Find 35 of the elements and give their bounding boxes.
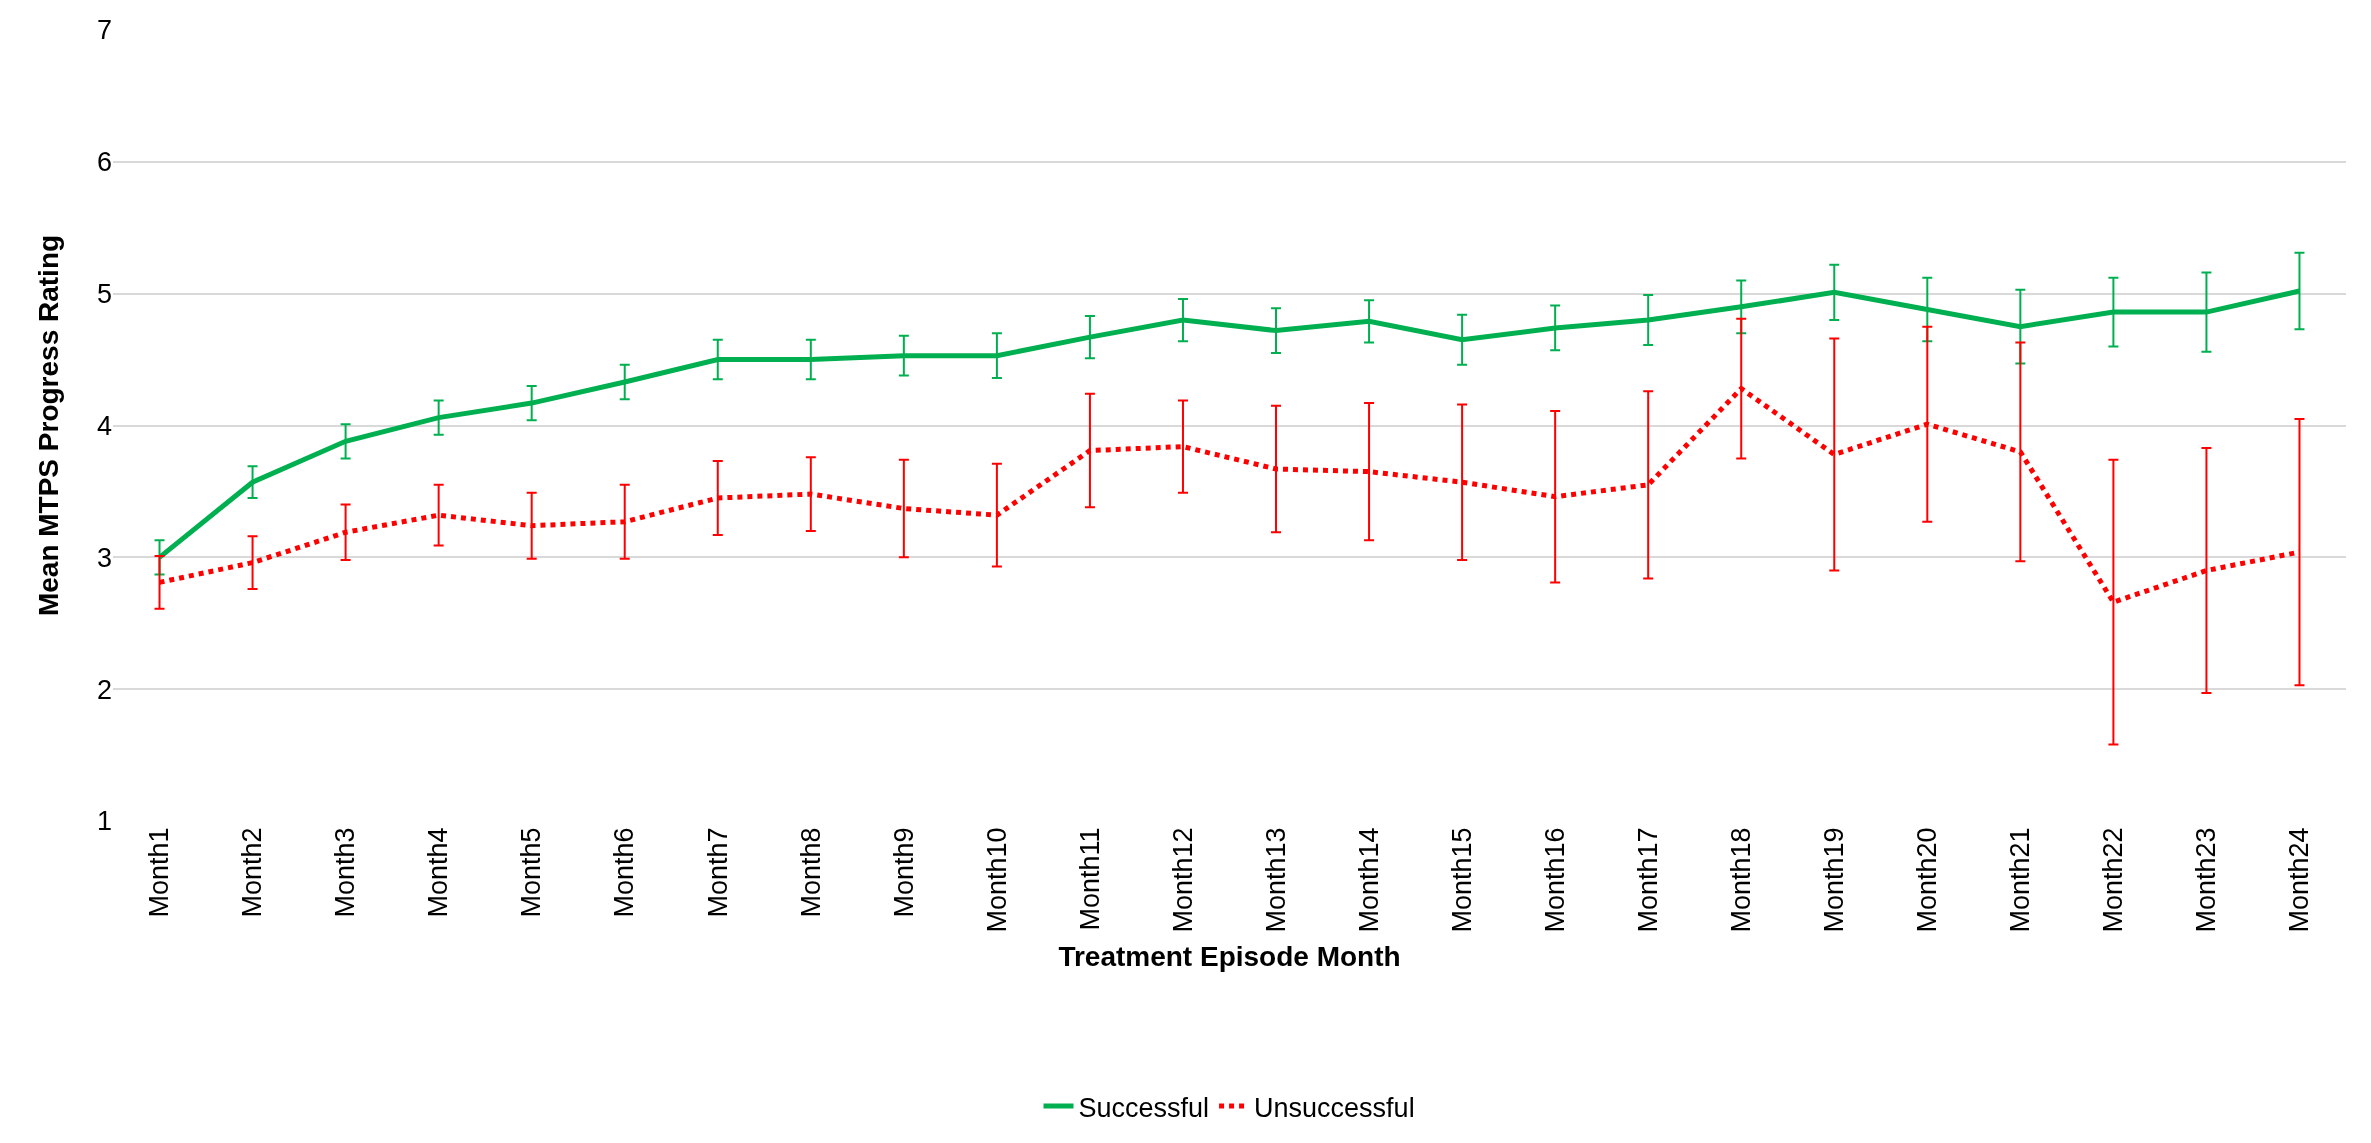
y-tick-label: 6: [96, 147, 112, 178]
x-tick-label: Month8: [795, 827, 826, 918]
x-tick-label: Month9: [888, 827, 919, 918]
legend-label: Successful: [1078, 1092, 1210, 1123]
x-tick-label: Month11: [1074, 827, 1105, 931]
x-axis-title: Treatment Episode Month: [1058, 940, 1401, 972]
x-tick-label: Month7: [702, 827, 733, 918]
x-tick-label: Month13: [1260, 827, 1291, 933]
x-tick-label: Month23: [2191, 827, 2222, 933]
x-tick-label: Month21: [2005, 827, 2036, 933]
legend-label: Unsuccessful: [1254, 1092, 1415, 1123]
x-tick-label: Month5: [516, 827, 547, 918]
x-tick-label: Month20: [1912, 827, 1943, 933]
x-tick-label: Month2: [237, 827, 268, 918]
y-tick-label: 7: [96, 15, 112, 46]
x-tick-label: Month24: [2284, 827, 2315, 933]
x-tick-label: Month12: [1167, 827, 1198, 933]
x-tick-label: Month10: [981, 827, 1012, 933]
x-tick-label: Month22: [2098, 827, 2129, 933]
y-tick-label: 3: [96, 542, 112, 573]
x-tick-label: Month6: [609, 827, 640, 918]
x-tick-label: Month1: [144, 827, 175, 918]
x-tick-label: Month16: [1539, 827, 1570, 933]
x-tick-label: Month19: [1819, 827, 1850, 933]
x-tick-label: Month15: [1446, 827, 1477, 933]
x-tick-label: Month4: [423, 827, 454, 918]
x-tick-label: Month18: [1726, 827, 1757, 933]
y-tick-label: 2: [96, 674, 112, 705]
x-tick-label: Month14: [1353, 827, 1384, 933]
y-tick-label: 4: [96, 410, 112, 441]
x-tick-label: Month3: [330, 827, 361, 918]
x-tick-label: Month17: [1632, 827, 1663, 933]
y-tick-label: 1: [96, 806, 112, 837]
y-axis-title: Mean MTPS Progress Rating: [32, 234, 64, 617]
y-tick-label: 5: [96, 279, 112, 310]
